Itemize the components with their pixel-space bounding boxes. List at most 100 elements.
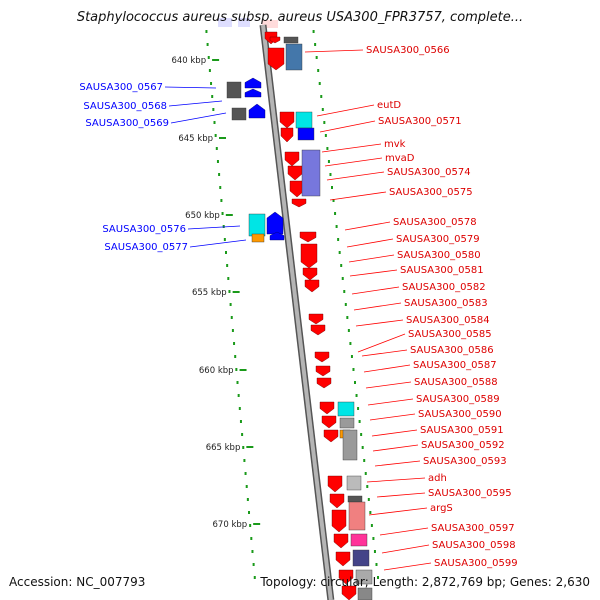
scale-dot [220,199,223,202]
scale-dot [250,537,253,540]
gene-arrow [304,279,320,293]
forward-gene-label: SAUSA300_0566 [366,45,450,56]
label-connector [319,120,376,133]
label-connector [329,191,387,201]
scale-dot [210,82,213,85]
scale-dot [219,186,222,189]
forward-gene-label: SAUSA300_0591 [420,425,504,436]
scale-dot [216,160,219,163]
feature-box [346,475,362,491]
scale-dot [375,563,378,566]
forward-gene-label: SAUSA300_0579 [396,234,480,245]
gene-arrow [269,231,285,241]
scale-dot [206,43,209,46]
forward-gene-label: SAUSA300_0593 [423,456,507,467]
scale-tick-mark [212,59,220,61]
scale-dot [226,264,229,267]
scale-dot [314,43,317,46]
forward-gene-label: SAUSA300_0582 [402,282,486,293]
gene-arrow [323,429,339,443]
scale-dot [222,225,225,228]
feature-box [347,495,363,503]
scale-dot [230,316,233,319]
gene-arrow [319,401,335,415]
label-connector [379,527,429,536]
gene-arrow [327,475,343,493]
scale-dot [323,121,326,124]
scale-dot [229,303,232,306]
label-connector [368,507,428,516]
gene-arrow [284,151,300,167]
scale-dot [326,147,329,150]
scale-dot [213,121,216,124]
reverse-gene-label: SAUSA300_0569 [85,118,169,129]
feature-box [350,533,368,547]
forward-gene-label: SAUSA300_0571 [378,116,462,127]
gene-arrow [287,165,303,181]
scale-tick-label: 655 kbp [192,288,227,298]
gene-arrow [310,324,326,336]
feature-box [248,213,266,237]
gene-arrow [315,365,331,377]
scale-dot [246,498,249,501]
scale-dot [215,147,218,150]
label-connector [363,364,411,373]
scale-dot [249,524,252,527]
scale-dot [341,277,344,280]
feature-box [231,107,247,121]
label-connector [321,143,382,153]
scale-dot [370,524,373,527]
label-connector [170,112,227,124]
scale-dot [318,82,321,85]
gene-arrow [331,509,347,533]
label-connector [164,86,217,89]
forward-gene-label: SAUSA300_0583 [404,298,488,309]
label-connector [376,492,426,498]
scale-dot [355,394,358,397]
scale-dot [312,30,315,33]
scale-dot [233,342,236,345]
forward-gene-label: SAUSA300_0587 [413,360,497,371]
scale-dot [238,407,241,410]
scale-dot [244,472,247,475]
scale-dot [332,199,335,202]
forward-gene-label: SAUSA300_0595 [428,488,512,499]
reverse-gene-label: SAUSA300_0577 [104,242,188,253]
scale-dot [239,420,242,423]
scale-dot [334,212,337,215]
forward-gene-label: SAUSA300_0599 [434,558,518,569]
forward-gene-label: SAUSA300_0575 [389,187,473,198]
forward-gene-label: SAUSA300_0584 [406,315,490,326]
feature-box [337,401,355,417]
label-connector [355,319,404,327]
scale-dot [243,459,246,462]
scale-tick-mark [225,214,233,216]
scale-dot [211,95,214,98]
scale-dot [335,225,338,228]
label-connector [381,544,430,554]
scale-dot [363,459,366,462]
scale-dot [354,381,357,384]
scale-dot [377,576,380,579]
scale-dot [225,251,228,254]
gene-arrow [279,111,295,129]
label-connector [372,444,419,452]
scale-dot [369,511,372,514]
gene-arrow [333,533,349,549]
scale-dot [235,368,238,371]
forward-gene-label: SAUSA300_0578 [393,217,477,228]
label-connector [189,239,247,248]
topology-text: Topology: circular; Length: 2,872,769 bp… [260,575,590,589]
scale-dot [227,277,230,280]
forward-gene-label: SAUSA300_0588 [414,377,498,388]
gene-arrow [329,493,345,509]
feature-box [297,127,315,141]
scale-dot [228,290,231,293]
scale-dot [317,69,320,72]
gene-arrow [338,569,354,585]
label-connector [168,100,223,107]
accession-text: Accession: NC_007793 [9,575,146,589]
forward-gene-label: SAUSA300_0598 [432,540,516,551]
gene-arrow [244,77,262,89]
